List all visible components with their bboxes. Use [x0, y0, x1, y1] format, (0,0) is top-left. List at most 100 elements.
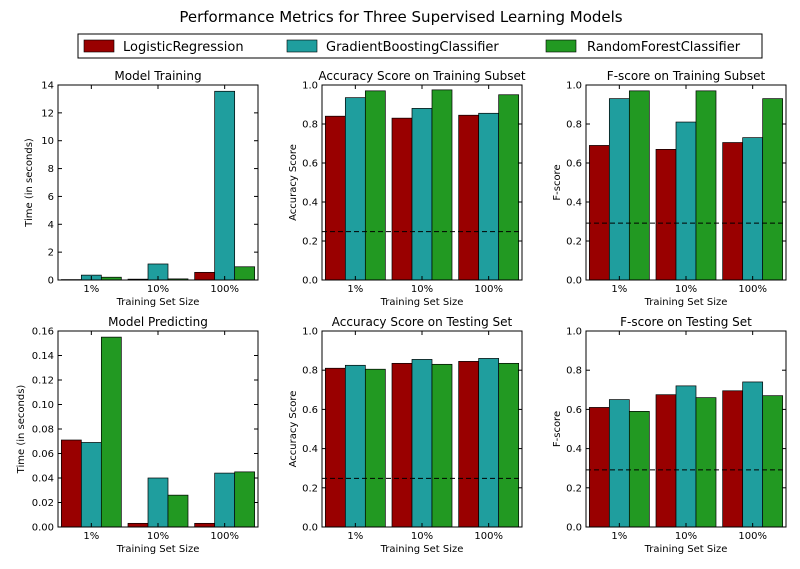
bar-logistic-regression-2 [128, 523, 148, 527]
x-tick-label: 10% [411, 531, 433, 542]
legend-swatch-gradient-boosting [287, 40, 317, 52]
x-tick-label: 10% [411, 284, 433, 295]
chart-panel-4: 0.000.020.040.060.080.100.120.140.161%10… [16, 315, 258, 555]
x-tick-label: 1% [347, 284, 363, 295]
bar-gradient-boosting-1 [609, 99, 629, 280]
y-axis-label: Accuracy Score [288, 391, 299, 468]
y-tick-label: 6 [48, 192, 54, 203]
bar-random-forest-1 [101, 337, 121, 527]
bar-random-forest-2 [696, 91, 716, 280]
y-tick-label: 0.04 [32, 474, 54, 485]
chart-panel-2: 0.00.20.40.60.81.01%10%100%Accuracy Scor… [288, 69, 526, 308]
y-tick-label: 0.6 [566, 405, 582, 416]
y-axis-label: Accuracy Score [288, 144, 299, 221]
bar-gradient-boosting-3 [215, 91, 235, 280]
x-tick-label: 1% [611, 284, 627, 295]
bar-random-forest-3 [499, 95, 519, 280]
y-tick-label: 0.2 [566, 237, 582, 248]
bar-gradient-boosting-3 [743, 382, 763, 527]
bar-gradient-boosting-2 [676, 122, 696, 280]
bar-logistic-regression-2 [392, 363, 412, 527]
y-tick-label: 0.00 [32, 523, 54, 534]
bar-random-forest-2 [432, 364, 452, 527]
y-tick-label: 0.0 [302, 523, 318, 534]
y-tick-label: 0.16 [32, 327, 54, 338]
y-tick-label: 0.6 [302, 159, 318, 170]
bar-gradient-boosting-2 [148, 478, 168, 527]
chart-panel-3: 0.00.20.40.60.81.01%10%100%F-score on Tr… [552, 69, 786, 308]
y-tick-label: 0.6 [302, 405, 318, 416]
y-tick-label: 1.0 [566, 327, 582, 338]
x-tick-label: 100% [210, 531, 239, 542]
bar-gradient-boosting-2 [412, 108, 432, 280]
x-tick-label: 1% [83, 284, 99, 295]
y-tick-label: 0 [48, 276, 54, 287]
panel-title: Accuracy Score on Training Subset [318, 69, 525, 83]
bar-gradient-boosting-3 [479, 358, 499, 527]
bar-gradient-boosting-3 [743, 138, 763, 280]
y-tick-label: 0.8 [566, 120, 582, 131]
panel-title: Accuracy Score on Testing Set [332, 315, 513, 329]
y-axis-label: Time (in seconds) [16, 385, 27, 475]
bar-random-forest-3 [763, 99, 783, 280]
bar-logistic-regression-2 [656, 395, 676, 527]
bar-gradient-boosting-1 [609, 400, 629, 527]
panel-title: Model Training [114, 69, 201, 83]
y-tick-label: 0.2 [566, 483, 582, 494]
panel-title: F-score on Training Subset [607, 69, 766, 83]
bar-random-forest-2 [432, 90, 452, 280]
bar-logistic-regression-3 [459, 115, 479, 280]
y-tick-label: 0.02 [32, 498, 54, 509]
x-tick-label: 10% [147, 531, 169, 542]
bar-gradient-boosting-3 [215, 473, 235, 527]
x-axis-label: Training Set Size [644, 297, 728, 308]
legend-swatch-random-forest [546, 40, 576, 52]
y-tick-label: 0.08 [32, 425, 54, 436]
chart-panel-5: 0.00.20.40.60.81.01%10%100%Accuracy Scor… [288, 315, 522, 555]
x-axis-label: Training Set Size [380, 297, 464, 308]
y-tick-label: 1.0 [302, 81, 318, 92]
y-tick-label: 2 [48, 248, 54, 259]
y-tick-label: 0.2 [302, 483, 318, 494]
bar-logistic-regression-1 [325, 368, 345, 527]
y-tick-label: 0.8 [566, 366, 582, 377]
y-tick-label: 1.0 [566, 81, 582, 92]
x-tick-label: 100% [738, 284, 767, 295]
y-axis-label: F-score [552, 164, 563, 200]
bar-random-forest-3 [499, 363, 519, 527]
y-tick-label: 0.10 [32, 400, 54, 411]
y-tick-label: 0.0 [302, 276, 318, 287]
y-tick-label: 0.8 [302, 120, 318, 131]
bar-random-forest-3 [235, 267, 255, 280]
y-tick-label: 14 [41, 81, 54, 92]
legend-label-random-forest: RandomForestClassifier [587, 40, 741, 55]
bar-logistic-regression-1 [589, 145, 609, 280]
y-tick-label: 1.0 [302, 327, 318, 338]
y-axis-label: F-score [552, 411, 563, 447]
bar-random-forest-2 [168, 495, 188, 527]
legend-label-gradient-boosting: GradientBoostingClassifier [326, 40, 499, 55]
x-axis-label: Training Set Size [644, 544, 728, 555]
bar-gradient-boosting-1 [345, 365, 365, 527]
bar-gradient-boosting-3 [479, 113, 499, 280]
bar-logistic-regression-3 [723, 391, 743, 527]
bar-gradient-boosting-1 [81, 442, 101, 527]
x-tick-label: 100% [474, 531, 503, 542]
x-tick-label: 100% [474, 284, 503, 295]
x-axis-label: Training Set Size [380, 544, 464, 555]
y-tick-label: 12 [41, 108, 54, 119]
panel-title: Model Predicting [108, 315, 208, 329]
bar-logistic-regression-1 [589, 407, 609, 527]
bar-random-forest-1 [365, 91, 385, 280]
bar-random-forest-1 [629, 91, 649, 280]
y-tick-label: 0.4 [566, 444, 582, 455]
x-tick-label: 10% [675, 284, 697, 295]
bar-gradient-boosting-1 [345, 98, 365, 280]
y-tick-label: 0.2 [302, 237, 318, 248]
x-tick-label: 1% [83, 531, 99, 542]
y-tick-label: 0.0 [566, 523, 582, 534]
x-tick-label: 100% [738, 531, 767, 542]
